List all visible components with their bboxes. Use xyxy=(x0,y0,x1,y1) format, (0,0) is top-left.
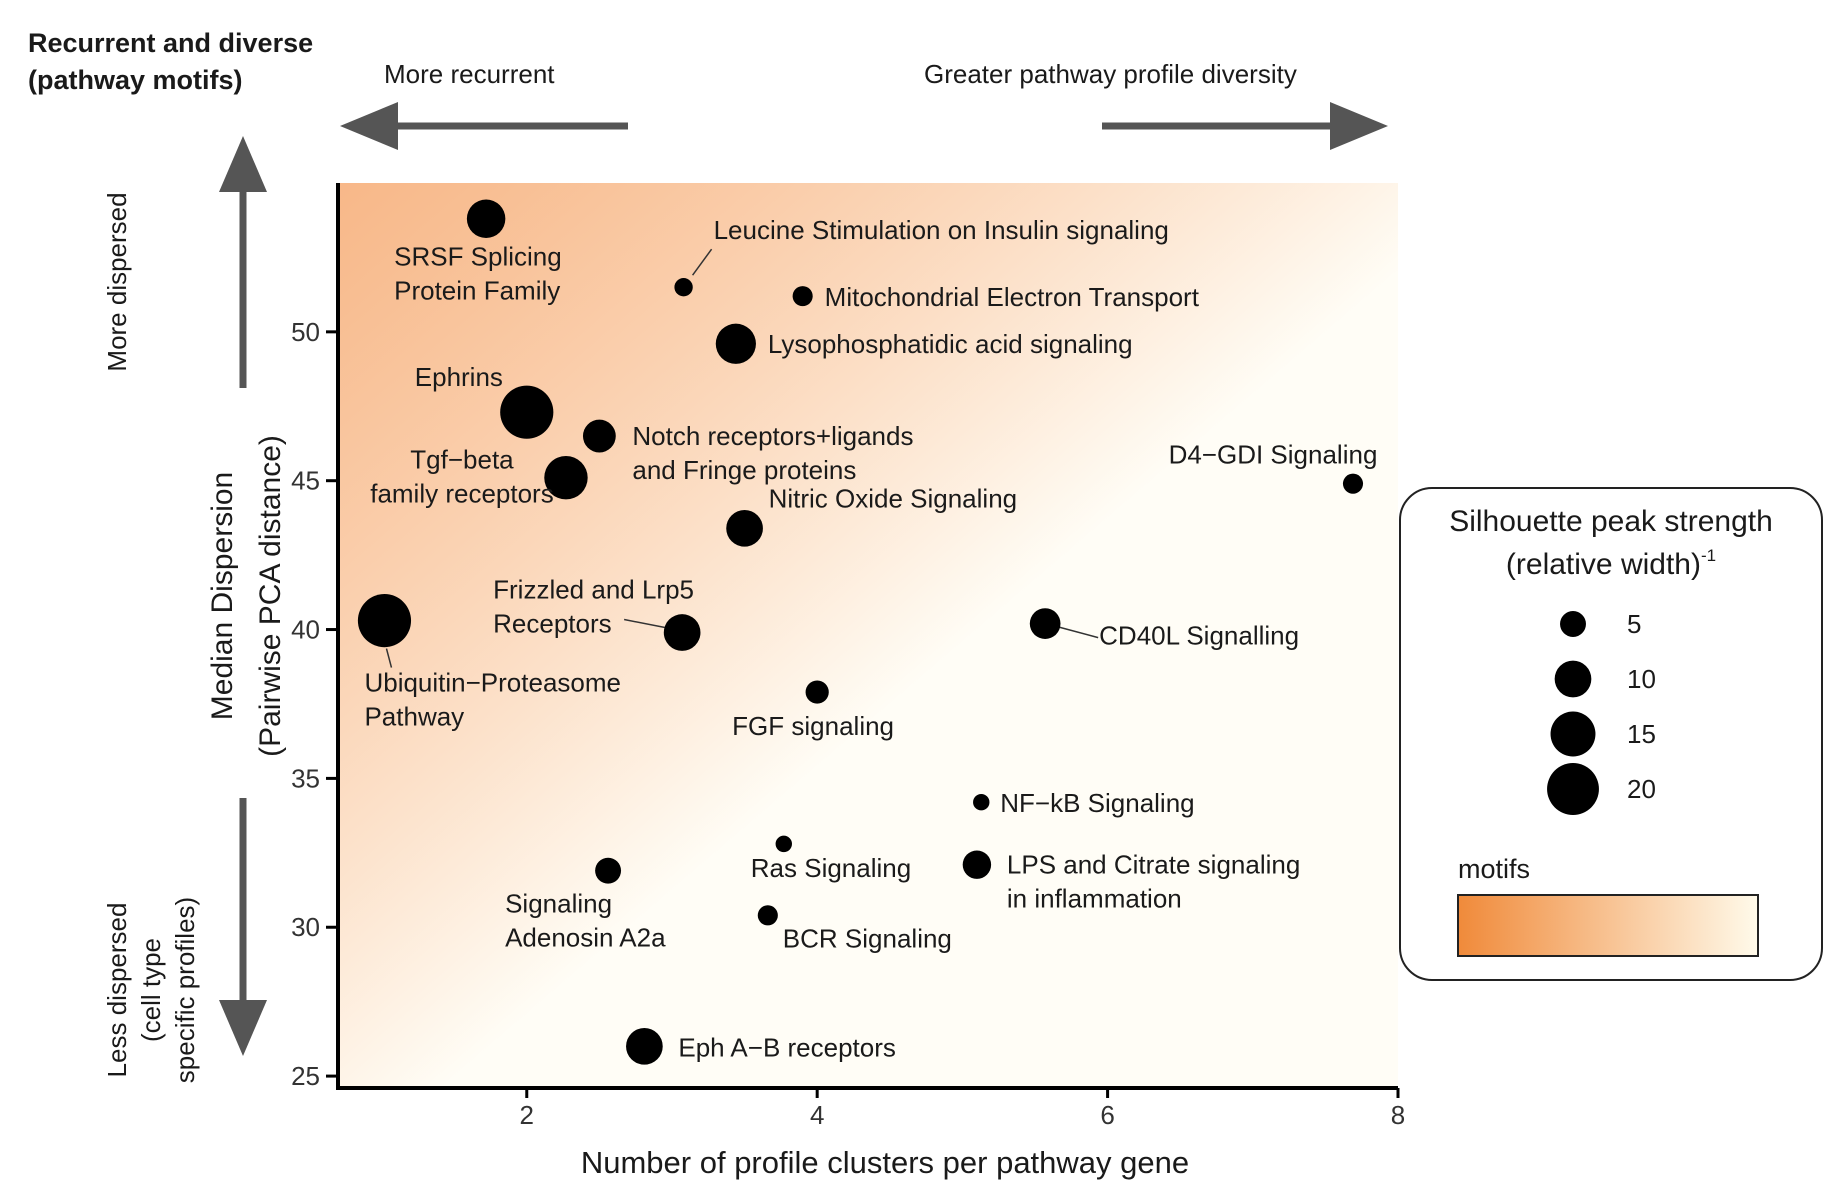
less-dispersed-label-line1: Less dispersed xyxy=(102,903,132,1078)
point-label: BCR Signaling xyxy=(783,923,952,953)
more-recurrent-label: More recurrent xyxy=(384,59,555,89)
data-points xyxy=(357,199,1364,1065)
legend-title-line2: (relative width) xyxy=(1506,548,1701,581)
point-label: NF−kB Signaling xyxy=(1000,788,1194,818)
data-point xyxy=(357,594,412,648)
data-point xyxy=(757,905,778,926)
point-label: Leucine Stimulation on Insulin signaling xyxy=(714,215,1169,245)
less-dispersed-label-line3: specific profiles) xyxy=(170,897,200,1083)
legend-title-line2-group: (relative width)-1 xyxy=(1506,546,1716,581)
point-label: FGF signaling xyxy=(732,711,894,741)
data-point xyxy=(1342,473,1364,494)
data-point xyxy=(726,509,763,547)
data-point xyxy=(715,323,756,364)
point-label: Ephrins xyxy=(415,362,503,392)
data-point xyxy=(962,850,992,879)
point-label: Ras Signaling xyxy=(751,853,911,883)
left-arrow-icon xyxy=(340,102,628,150)
data-point xyxy=(544,456,588,500)
y-tick-label: 45 xyxy=(291,466,320,496)
data-point xyxy=(775,835,792,853)
point-label: SRSF Splicing Protein Family xyxy=(394,242,562,306)
legend-size-label: 20 xyxy=(1627,774,1656,804)
leader-lines xyxy=(385,248,1099,668)
header-title-line1: Recurrent and diverse xyxy=(28,28,313,58)
point-labels: SRSF Splicing Protein Family Leucine Stimu… xyxy=(364,215,1377,1062)
legend-size-label: 10 xyxy=(1627,664,1656,694)
greater-diversity-label: Greater pathway profile diversity xyxy=(924,59,1297,89)
point-label: Ubiquitin−Proteasome Pathway xyxy=(364,668,621,732)
header-title-line2: (pathway motifs) xyxy=(28,65,243,95)
x-tick-label: 2 xyxy=(520,1100,534,1130)
data-point xyxy=(792,286,813,307)
leader-line xyxy=(1056,625,1099,639)
leader-line xyxy=(623,618,671,630)
legend-size-dot xyxy=(1547,763,1599,815)
x-tick-label: 8 xyxy=(1391,1100,1405,1130)
leader-line xyxy=(385,648,393,668)
point-label: D4−GDI Signaling xyxy=(1169,440,1378,470)
point-label: LPS and Citrate signaling in inflammation xyxy=(1007,850,1300,914)
axis-ticks: 2 4 6 8 25 30 35 40 45 50 xyxy=(291,317,1405,1130)
y-axis-title-line1: Median Dispersion xyxy=(206,472,239,720)
point-label: Eph A−B receptors xyxy=(678,1032,896,1062)
point-label: Tgf−beta family receptors xyxy=(370,445,554,509)
point-label: Lysophosphatidic acid signaling xyxy=(768,329,1133,359)
data-point xyxy=(582,419,616,453)
point-label: Notch receptors+ligands and Fringe protei… xyxy=(632,421,913,485)
data-point xyxy=(805,680,829,704)
legend-size-label: 15 xyxy=(1627,719,1656,749)
legend-size-dot xyxy=(1554,660,1592,698)
data-point xyxy=(674,278,693,297)
y-tick-label: 50 xyxy=(291,317,320,347)
legend-size-dot xyxy=(1560,611,1586,637)
legend-gradient-bar xyxy=(1457,894,1759,957)
point-label: CD40L Signalling xyxy=(1099,621,1299,651)
data-point xyxy=(626,1027,663,1065)
legend-size-dot xyxy=(1550,711,1596,757)
point-label: Frizzled and Lrp5 Receptors xyxy=(493,575,694,639)
less-dispersed-label-line2: (cell type xyxy=(136,938,166,1042)
y-tick-label: 40 xyxy=(291,615,320,645)
legend-title-superscript: -1 xyxy=(1701,546,1716,565)
legend-box xyxy=(1399,487,1823,981)
data-point xyxy=(973,794,990,811)
right-arrow-icon xyxy=(1102,102,1388,150)
y-tick-label: 35 xyxy=(291,763,320,793)
legend-gradient-label: motifs xyxy=(1458,854,1530,884)
legend: Silhouette peak strength (relative width… xyxy=(1399,487,1823,981)
data-point xyxy=(663,614,701,651)
y-tick-label: 25 xyxy=(291,1061,320,1091)
down-arrow-icon xyxy=(219,798,267,1056)
x-tick-label: 6 xyxy=(1100,1100,1114,1130)
legend-title-line1: Silhouette peak strength xyxy=(1449,505,1773,538)
data-point xyxy=(500,385,554,439)
y-axis-title-line2: (Pairwise PCA distance) xyxy=(254,435,287,757)
leader-line xyxy=(691,248,713,276)
data-point xyxy=(595,857,622,884)
point-label: Nitric Oxide Signaling xyxy=(769,483,1018,513)
point-label: Mitochondrial Electron Transport xyxy=(825,282,1200,312)
x-tick-label: 4 xyxy=(810,1100,824,1130)
up-arrow-icon xyxy=(219,136,267,388)
data-point xyxy=(1029,608,1061,639)
plot-background xyxy=(338,183,1398,1088)
point-label: Signaling Adenosin A2a xyxy=(505,889,666,953)
legend-size-label: 5 xyxy=(1627,609,1641,639)
legend-size-entries: 5 10 15 20 xyxy=(1547,609,1656,815)
more-dispersed-label: More dispersed xyxy=(102,192,132,371)
y-tick-label: 30 xyxy=(291,912,320,942)
data-point xyxy=(466,199,506,238)
x-axis-title: Number of profile clusters per pathway g… xyxy=(581,1145,1189,1180)
